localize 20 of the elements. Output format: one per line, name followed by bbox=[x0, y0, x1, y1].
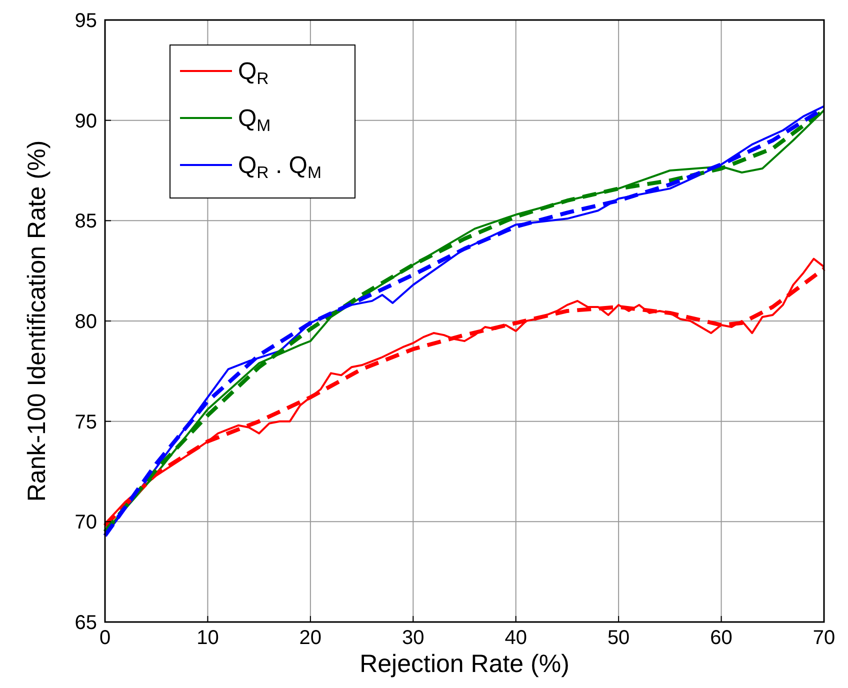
x-tick-label: 40 bbox=[504, 627, 527, 649]
y-tick-label: 80 bbox=[74, 311, 97, 333]
y-axis-title: Rank-100 Identification Rate (%) bbox=[23, 140, 51, 502]
x-tick-label: 70 bbox=[812, 627, 836, 649]
legend-label: Q$_{R}$ . Q$_{M}$ bbox=[238, 152, 322, 182]
y-tick-label: 90 bbox=[74, 110, 97, 132]
x-tick-label: 20 bbox=[299, 627, 322, 649]
y-tick-label: 75 bbox=[74, 411, 97, 434]
y-tick-label: 95 bbox=[74, 10, 97, 32]
y-tick-label: 85 bbox=[74, 210, 97, 233]
y-tick-label: 70 bbox=[74, 512, 97, 534]
x-tick-label: 50 bbox=[607, 627, 630, 649]
x-tick-label: 30 bbox=[402, 627, 424, 649]
x-axis-title: Rejection Rate (%) bbox=[360, 650, 570, 678]
x-tick-label: 60 bbox=[710, 627, 732, 649]
y-tick-label: 65 bbox=[74, 612, 97, 634]
x-tick-label: 10 bbox=[196, 627, 219, 649]
legend-label: Q$_{M}$ bbox=[238, 105, 271, 136]
x-tick-label: 0 bbox=[99, 627, 111, 649]
legend-label: Q$_{R}$ bbox=[238, 58, 269, 88]
